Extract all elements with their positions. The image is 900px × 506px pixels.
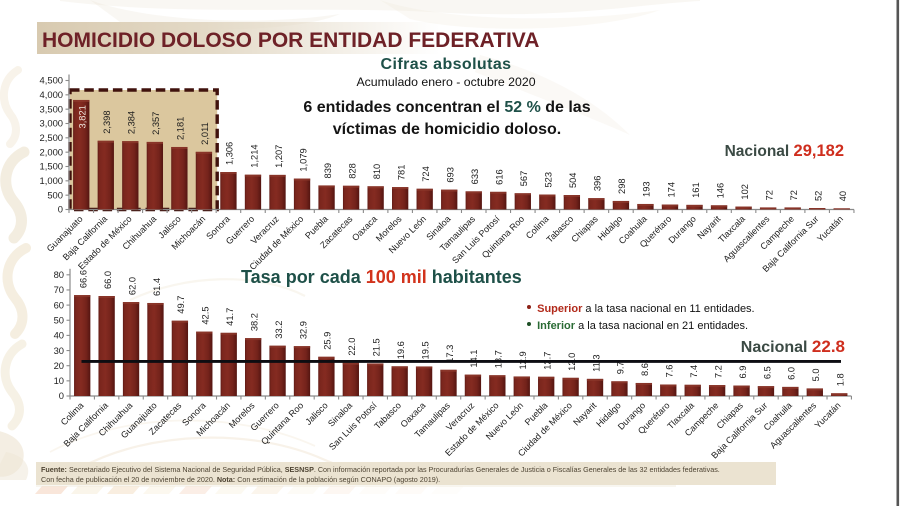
svg-text:7.2: 7.2 bbox=[713, 365, 723, 378]
svg-text:102: 102 bbox=[740, 184, 750, 200]
svg-text:504: 504 bbox=[568, 173, 578, 189]
svg-text:2,000: 2,000 bbox=[40, 146, 63, 157]
svg-text:21.5: 21.5 bbox=[372, 338, 382, 356]
svg-text:9.7: 9.7 bbox=[616, 361, 626, 374]
svg-text:Yucatán: Yucatán bbox=[815, 214, 845, 244]
svg-text:22.0: 22.0 bbox=[347, 338, 357, 356]
svg-text:19.5: 19.5 bbox=[420, 341, 430, 359]
svg-text:2,181: 2,181 bbox=[176, 117, 186, 140]
svg-text:80: 80 bbox=[54, 269, 64, 280]
svg-text:8.6: 8.6 bbox=[640, 363, 650, 376]
svg-text:523: 523 bbox=[544, 172, 554, 188]
svg-text:10: 10 bbox=[54, 375, 64, 386]
svg-text:11.3: 11.3 bbox=[591, 354, 601, 371]
svg-text:3,000: 3,000 bbox=[40, 118, 63, 129]
svg-text:50: 50 bbox=[54, 314, 64, 325]
svg-text:828: 828 bbox=[347, 163, 357, 179]
svg-text:1,306: 1,306 bbox=[225, 142, 235, 165]
svg-text:781: 781 bbox=[396, 165, 406, 181]
svg-text:161: 161 bbox=[691, 182, 701, 198]
svg-text:61.4: 61.4 bbox=[152, 278, 162, 296]
svg-text:62.0: 62.0 bbox=[127, 277, 137, 295]
svg-text:32.9: 32.9 bbox=[298, 321, 308, 339]
svg-text:5.0: 5.0 bbox=[811, 368, 821, 381]
svg-text:72: 72 bbox=[764, 190, 774, 200]
svg-text:1,500: 1,500 bbox=[40, 161, 63, 172]
svg-text:30: 30 bbox=[54, 345, 64, 356]
svg-text:633: 633 bbox=[470, 169, 480, 185]
svg-text:724: 724 bbox=[421, 166, 431, 182]
svg-text:49.7: 49.7 bbox=[176, 296, 186, 314]
svg-text:0: 0 bbox=[59, 390, 64, 401]
svg-text:193: 193 bbox=[642, 181, 652, 197]
svg-text:2,011: 2,011 bbox=[200, 122, 210, 145]
svg-text:41.7: 41.7 bbox=[225, 308, 235, 326]
svg-text:66.0: 66.0 bbox=[103, 271, 113, 289]
svg-text:2,357: 2,357 bbox=[151, 112, 161, 135]
svg-text:13.7: 13.7 bbox=[494, 350, 504, 368]
svg-text:1,079: 1,079 bbox=[298, 148, 308, 171]
svg-text:2,384: 2,384 bbox=[127, 111, 137, 134]
svg-text:4,500: 4,500 bbox=[40, 75, 63, 86]
svg-text:3,821: 3,821 bbox=[78, 105, 88, 128]
svg-text:146: 146 bbox=[715, 183, 725, 199]
svg-text:7.4: 7.4 bbox=[689, 365, 699, 378]
svg-text:6.0: 6.0 bbox=[787, 367, 797, 380]
svg-text:6.9: 6.9 bbox=[738, 366, 748, 379]
svg-text:Yucatán: Yucatán bbox=[813, 400, 843, 430]
svg-text:3,500: 3,500 bbox=[40, 103, 63, 114]
svg-text:38.2: 38.2 bbox=[249, 313, 259, 331]
svg-text:60: 60 bbox=[54, 299, 64, 310]
svg-text:Tabasco: Tabasco bbox=[372, 400, 403, 431]
svg-text:1,207: 1,207 bbox=[274, 145, 284, 168]
svg-text:396: 396 bbox=[593, 176, 603, 192]
svg-text:19.6: 19.6 bbox=[396, 341, 406, 359]
svg-text:810: 810 bbox=[372, 164, 382, 180]
svg-text:70: 70 bbox=[54, 284, 64, 295]
svg-text:7.6: 7.6 bbox=[665, 365, 675, 378]
svg-text:Tabasco: Tabasco bbox=[545, 214, 576, 245]
svg-text:839: 839 bbox=[323, 163, 333, 179]
svg-text:2,398: 2,398 bbox=[102, 110, 112, 133]
svg-text:6.5: 6.5 bbox=[762, 366, 772, 379]
svg-text:40: 40 bbox=[54, 330, 64, 341]
svg-text:174: 174 bbox=[666, 182, 676, 198]
svg-text:1,000: 1,000 bbox=[40, 175, 63, 186]
svg-text:1,214: 1,214 bbox=[249, 144, 259, 167]
svg-text:Chiapas: Chiapas bbox=[569, 213, 600, 244]
svg-text:567: 567 bbox=[519, 171, 529, 187]
svg-text:Durango: Durango bbox=[666, 214, 697, 245]
svg-text:72: 72 bbox=[789, 190, 799, 200]
svg-text:0: 0 bbox=[58, 204, 63, 215]
svg-text:298: 298 bbox=[617, 178, 627, 194]
svg-text:25.9: 25.9 bbox=[323, 332, 333, 350]
svg-text:42.5: 42.5 bbox=[201, 307, 211, 325]
svg-text:17.3: 17.3 bbox=[445, 345, 455, 363]
svg-text:52: 52 bbox=[813, 191, 823, 201]
svg-text:616: 616 bbox=[495, 169, 505, 185]
svg-text:33.2: 33.2 bbox=[274, 321, 284, 339]
svg-text:40: 40 bbox=[838, 191, 848, 201]
svg-text:1.8: 1.8 bbox=[836, 373, 846, 386]
svg-text:66.6: 66.6 bbox=[79, 270, 89, 288]
svg-text:500: 500 bbox=[47, 189, 63, 200]
svg-text:693: 693 bbox=[446, 167, 456, 183]
svg-text:Jalisco: Jalisco bbox=[303, 400, 330, 427]
svg-text:4,000: 4,000 bbox=[40, 89, 63, 100]
svg-text:2,500: 2,500 bbox=[40, 132, 63, 143]
svg-text:20: 20 bbox=[54, 360, 64, 371]
svg-text:14.1: 14.1 bbox=[469, 350, 479, 368]
